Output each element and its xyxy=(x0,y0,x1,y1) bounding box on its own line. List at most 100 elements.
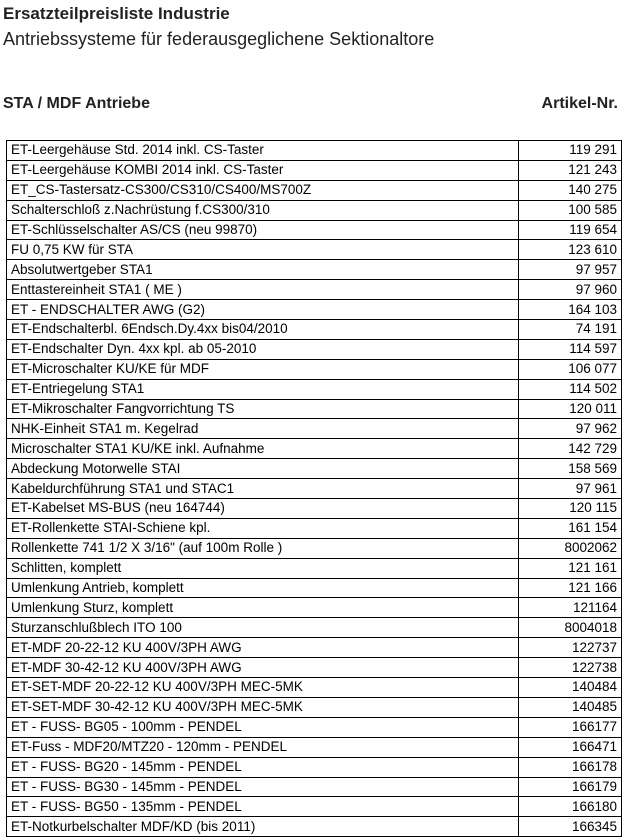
part-name: ET-Leergehäuse Std. 2014 inkl. CS-Taster xyxy=(6,140,519,161)
part-name: ET - FUSS- BG05 - 100mm - PENDEL xyxy=(6,716,519,738)
article-number: 166177 xyxy=(518,716,622,738)
parts-table: ET-Leergehäuse Std. 2014 inkl. CS-Taster… xyxy=(6,140,622,838)
part-name: ET-Entriegelung STA1 xyxy=(6,378,519,400)
table-row: Umlenkung Antrieb, komplett 121 166 xyxy=(6,577,622,599)
article-number: 140484 xyxy=(518,677,622,698)
article-number: 100 585 xyxy=(518,199,622,221)
part-name: ET-Notkurbelschalter MDF/KD (bis 2011) xyxy=(6,816,519,838)
part-name: FU 0,75 KW für STA xyxy=(6,239,519,261)
section-heading: STA / MDF Antriebe xyxy=(3,95,150,112)
table-row: NHK-Einheit STA1 m. Kegelrad 97 962 xyxy=(6,418,622,440)
part-name: ET - FUSS- BG20 - 145mm - PENDEL xyxy=(6,756,519,778)
article-number: 166179 xyxy=(518,776,622,798)
table-row: ET-Rollenkette STAI-Schiene kpl. 161 154 xyxy=(6,517,622,539)
table-row: ET-Entriegelung STA1 114 502 xyxy=(6,378,622,400)
part-name: ET-MDF 30-42-12 KU 400V/3PH AWG xyxy=(6,657,519,679)
table-row: ET - FUSS- BG30 - 145mm - PENDEL 166179 xyxy=(6,776,622,798)
table-row: ET-Notkurbelschalter MDF/KD (bis 2011) 16… xyxy=(6,816,622,838)
article-number: 114 597 xyxy=(518,338,622,360)
part-name: ET-Fuss - MDF20/MTZ20 - 120mm - PENDEL xyxy=(6,736,519,758)
part-name: NHK-Einheit STA1 m. Kegelrad xyxy=(6,418,519,440)
part-name: Rollenkette 741 1/2 X 3/16" (auf 100m Ro… xyxy=(6,537,519,559)
table-row: FU 0,75 KW für STA 123 610 xyxy=(6,239,622,261)
part-name: ET-MDF 20-22-12 KU 400V/3PH AWG xyxy=(6,637,519,659)
article-number: 8004018 xyxy=(518,617,622,639)
table-row: Umlenkung Sturz, komplett 121164 xyxy=(6,597,622,619)
table-row: ET-Fuss - MDF20/MTZ20 - 120mm - PENDEL 16… xyxy=(6,736,622,758)
part-name: ET-Schlüsselschalter AS/CS (neu 99870) xyxy=(6,219,519,241)
article-number: 97 961 xyxy=(518,478,622,500)
table-row: ET - FUSS- BG05 - 100mm - PENDEL 166177 xyxy=(6,716,622,738)
table-row: Schalterschloß z.Nachrüstung f.CS300/310… xyxy=(6,199,622,221)
table-row: ET - ENDSCHALTER AWG (G2) 164 103 xyxy=(6,299,622,321)
table-row: ET-Mikroschalter Fangvorrichtung TS 120 0… xyxy=(6,398,622,420)
table-row: ET - FUSS- BG50 - 135mm - PENDEL 166180 xyxy=(6,796,622,818)
article-number: 121 243 xyxy=(518,159,622,181)
subtitle: Antriebssysteme für federausgeglichene S… xyxy=(3,29,435,49)
part-name: Abdeckung Motorwelle STAI xyxy=(6,458,519,480)
table-row: Microschalter STA1 KU/KE inkl. Aufnahme 1… xyxy=(6,438,622,460)
table-row: ET-Leergehäuse KOMBI 2014 inkl. CS-Taste… xyxy=(6,159,622,181)
article-number: 161 154 xyxy=(518,517,622,539)
article-number: 121164 xyxy=(518,597,622,619)
table-row: Abdeckung Motorwelle STAI 158 569 xyxy=(6,458,622,480)
table-row: ET-Microschalter KU/KE für MDF 106 077 xyxy=(6,358,622,380)
part-name: Umlenkung Antrieb, komplett xyxy=(6,577,519,599)
part-name: ET-Leergehäuse KOMBI 2014 inkl. CS-Taste… xyxy=(6,159,519,181)
article-number: 119 654 xyxy=(518,219,622,241)
table-row: Absolutwertgeber STA1 97 957 xyxy=(6,259,622,281)
part-name: Schlitten, komplett xyxy=(6,557,519,579)
article-number: 122737 xyxy=(518,637,622,659)
article-number: 166178 xyxy=(518,756,622,778)
article-number: 158 569 xyxy=(518,458,622,480)
article-number: 142 729 xyxy=(518,438,622,460)
part-name: Schalterschloß z.Nachrüstung f.CS300/310 xyxy=(6,199,519,221)
article-number: 123 610 xyxy=(518,239,622,261)
table-body: ET-Leergehäuse Std. 2014 inkl. CS-Taster… xyxy=(6,140,622,838)
table-row: Enttastereinheit STA1 ( ME ) 97 960 xyxy=(6,279,622,301)
part-name: Absolutwertgeber STA1 xyxy=(6,259,519,281)
article-number: 122738 xyxy=(518,657,622,679)
table-row: ET-MDF 20-22-12 KU 400V/3PH AWG 122737 xyxy=(6,637,622,659)
table-row: ET-Leergehäuse Std. 2014 inkl. CS-Taster… xyxy=(6,140,622,161)
part-name: Umlenkung Sturz, komplett xyxy=(6,597,519,619)
article-number: 74 191 xyxy=(518,319,622,340)
article-number: 140485 xyxy=(518,696,622,718)
part-name: Enttastereinheit STA1 ( ME ) xyxy=(6,279,519,301)
article-number: 8002062 xyxy=(518,537,622,559)
part-name: ET-Rollenkette STAI-Schiene kpl. xyxy=(6,517,519,539)
part-name: ET-SET-MDF 30-42-12 KU 400V/3PH MEC-5MK xyxy=(6,696,519,718)
article-number: 121 166 xyxy=(518,577,622,599)
part-name: Microschalter STA1 KU/KE inkl. Aufnahme xyxy=(6,438,519,460)
table-row: ET - FUSS- BG20 - 145mm - PENDEL 166178 xyxy=(6,756,622,778)
article-number: 97 960 xyxy=(518,279,622,301)
article-number: 120 011 xyxy=(518,398,622,420)
part-name: ET-Endschalter Dyn. 4xx kpl. ab 05-2010 xyxy=(6,338,519,360)
table-row: Sturzanschlußblech ITO 100 8004018 xyxy=(6,617,622,639)
part-name: ET-SET-MDF 20-22-12 KU 400V/3PH MEC-5MK xyxy=(6,677,519,698)
article-number: 166345 xyxy=(518,816,622,838)
part-name: ET_CS-Tastersatz-CS300/CS310/CS400/MS700… xyxy=(6,179,519,201)
part-name: ET-Microschalter KU/KE für MDF xyxy=(6,358,519,380)
part-name: ET-Mikroschalter Fangvorrichtung TS xyxy=(6,398,519,420)
article-number: 140 275 xyxy=(518,179,622,201)
article-number: 166180 xyxy=(518,796,622,818)
article-number: 121 161 xyxy=(518,557,622,579)
table-row: ET-MDF 30-42-12 KU 400V/3PH AWG 122738 xyxy=(6,657,622,679)
article-number: 97 957 xyxy=(518,259,622,281)
part-name: Sturzanschlußblech ITO 100 xyxy=(6,617,519,639)
article-number: 97 962 xyxy=(518,418,622,440)
part-name: ET - FUSS- BG50 - 135mm - PENDEL xyxy=(6,796,519,818)
article-number: 106 077 xyxy=(518,358,622,380)
table-row: ET-SET-MDF 20-22-12 KU 400V/3PH MEC-5MK 1… xyxy=(6,677,622,698)
table-row: ET-Endschalter Dyn. 4xx kpl. ab 05-2010 1… xyxy=(6,338,622,360)
article-number: 166471 xyxy=(518,736,622,758)
table-row: Schlitten, komplett 121 161 xyxy=(6,557,622,579)
part-name: Kabeldurchführung STA1 und STAC1 xyxy=(6,478,519,500)
part-name: ET-Kabelset MS-BUS (neu 164744) xyxy=(6,498,519,519)
table-row: ET-Schlüsselschalter AS/CS (neu 99870) 11… xyxy=(6,219,622,241)
table-row: Rollenkette 741 1/2 X 3/16" (auf 100m Ro… xyxy=(6,537,622,559)
table-row: ET-SET-MDF 30-42-12 KU 400V/3PH MEC-5MK 1… xyxy=(6,696,622,718)
